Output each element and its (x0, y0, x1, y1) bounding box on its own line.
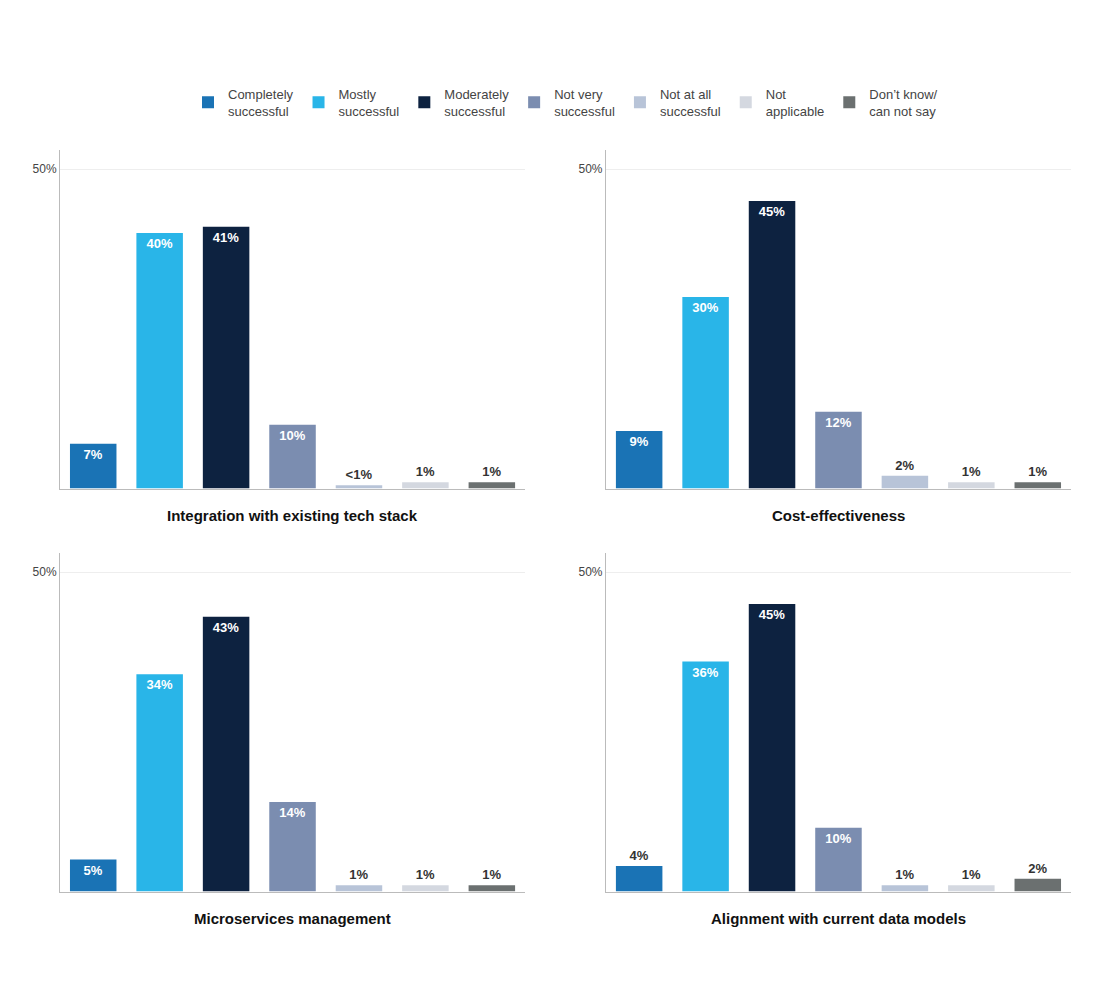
svg-text:30%: 30% (692, 300, 718, 315)
svg-text:1%: 1% (895, 867, 914, 882)
svg-text:10%: 10% (279, 428, 305, 443)
svg-text:Microservices management: Microservices management (194, 910, 391, 927)
svg-text:5%: 5% (84, 863, 103, 878)
svg-text:Moderatelysuccessful: Moderatelysuccessful (444, 87, 509, 119)
svg-text:1%: 1% (482, 464, 501, 479)
svg-text:Don’t know/can not say: Don’t know/can not say (869, 87, 937, 119)
svg-text:50%: 50% (579, 162, 603, 176)
svg-text:4%: 4% (630, 848, 649, 863)
svg-text:Integration with existing tech: Integration with existing tech stack (167, 507, 418, 524)
svg-text:Alignment with current data mo: Alignment with current data models (711, 910, 966, 927)
svg-text:1%: 1% (349, 867, 368, 882)
svg-text:Mostlysuccessful: Mostlysuccessful (339, 87, 400, 119)
svg-text:34%: 34% (146, 677, 172, 692)
svg-text:12%: 12% (825, 415, 851, 430)
svg-text:Completelysuccessful: Completelysuccessful (228, 87, 294, 119)
svg-text:41%: 41% (213, 230, 239, 245)
svg-text:45%: 45% (759, 607, 785, 622)
svg-text:7%: 7% (84, 447, 103, 462)
svg-text:Cost-effectiveness: Cost-effectiveness (772, 507, 905, 524)
svg-text:Notapplicable: Notapplicable (766, 87, 825, 119)
svg-text:40%: 40% (146, 236, 172, 251)
svg-text:1%: 1% (962, 867, 981, 882)
svg-text:Not verysuccessful: Not verysuccessful (554, 87, 615, 119)
svg-text:Not at allsuccessful: Not at allsuccessful (660, 87, 721, 119)
svg-text:43%: 43% (213, 620, 239, 635)
svg-text:<1%: <1% (346, 467, 373, 482)
svg-text:36%: 36% (692, 665, 718, 680)
svg-text:45%: 45% (759, 204, 785, 219)
svg-text:50%: 50% (579, 565, 603, 579)
svg-text:50%: 50% (33, 162, 57, 176)
svg-text:1%: 1% (962, 464, 981, 479)
svg-text:2%: 2% (1028, 861, 1047, 876)
svg-text:9%: 9% (630, 434, 649, 449)
svg-text:1%: 1% (416, 464, 435, 479)
svg-text:50%: 50% (33, 565, 57, 579)
svg-text:2%: 2% (895, 458, 914, 473)
svg-text:14%: 14% (279, 805, 305, 820)
svg-text:10%: 10% (825, 831, 851, 846)
svg-text:1%: 1% (482, 867, 501, 882)
svg-text:1%: 1% (416, 867, 435, 882)
svg-text:1%: 1% (1028, 464, 1047, 479)
